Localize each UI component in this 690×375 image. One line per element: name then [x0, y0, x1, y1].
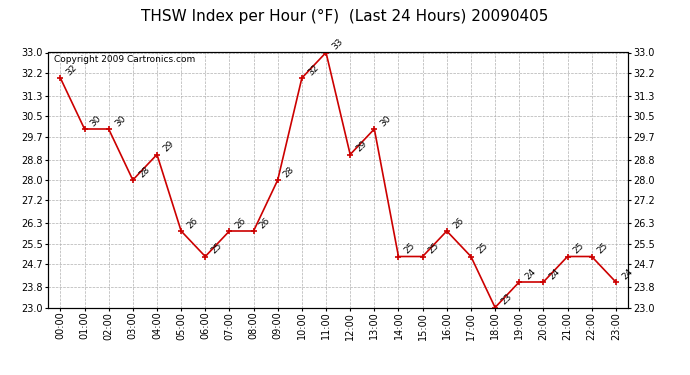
Text: 24: 24	[524, 267, 538, 281]
Text: 28: 28	[282, 165, 296, 179]
Text: 25: 25	[427, 242, 441, 256]
Text: 26: 26	[258, 216, 272, 230]
Text: 30: 30	[89, 114, 104, 128]
Text: 26: 26	[234, 216, 248, 230]
Text: 25: 25	[403, 242, 417, 256]
Text: 25: 25	[596, 242, 610, 256]
Text: 26: 26	[451, 216, 465, 230]
Text: 29: 29	[161, 140, 175, 154]
Text: 24: 24	[548, 267, 562, 281]
Text: 28: 28	[137, 165, 151, 179]
Text: Copyright 2009 Cartronics.com: Copyright 2009 Cartronics.com	[54, 55, 195, 64]
Text: 29: 29	[355, 140, 368, 154]
Text: 30: 30	[379, 114, 393, 128]
Text: THSW Index per Hour (°F)  (Last 24 Hours) 20090405: THSW Index per Hour (°F) (Last 24 Hours)…	[141, 9, 549, 24]
Text: 30: 30	[113, 114, 128, 128]
Text: 32: 32	[65, 63, 79, 77]
Text: 25: 25	[210, 242, 224, 256]
Text: 25: 25	[572, 242, 586, 256]
Text: 32: 32	[306, 63, 320, 77]
Text: 26: 26	[186, 216, 199, 230]
Text: 23: 23	[500, 292, 513, 307]
Text: 25: 25	[475, 242, 489, 256]
Text: 24: 24	[620, 267, 634, 281]
Text: 33: 33	[331, 37, 345, 52]
